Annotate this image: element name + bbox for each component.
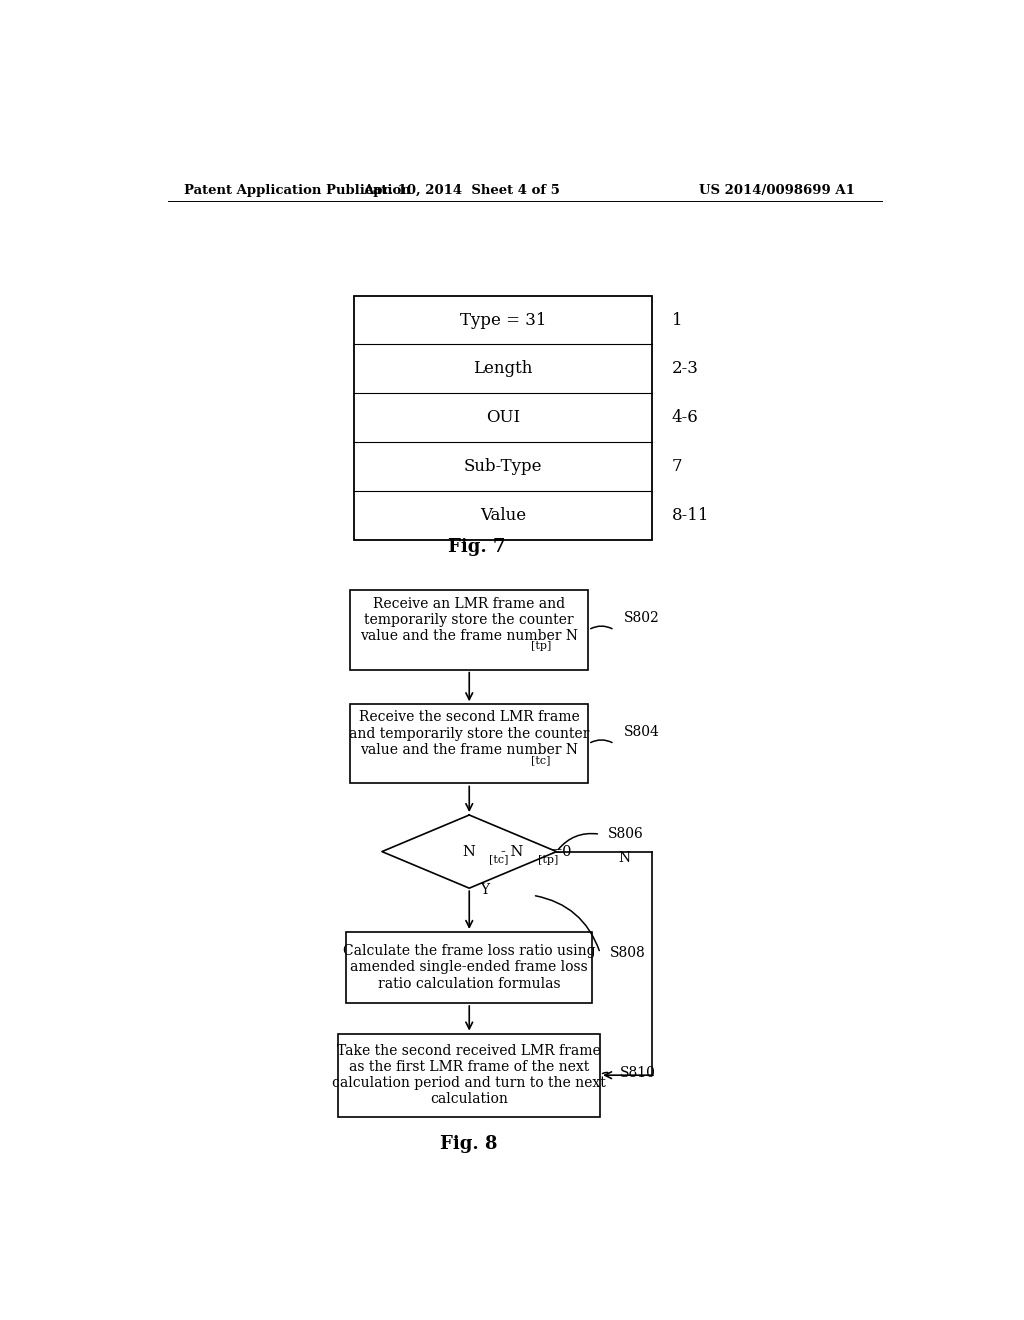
Text: S810: S810 bbox=[620, 1067, 656, 1080]
Text: - N: - N bbox=[501, 845, 523, 858]
Text: Y: Y bbox=[480, 883, 489, 898]
Text: N: N bbox=[463, 845, 476, 858]
FancyArrowPatch shape bbox=[536, 896, 599, 950]
Bar bbox=[350, 704, 588, 784]
FancyArrowPatch shape bbox=[558, 833, 597, 849]
Bar bbox=[350, 590, 588, 669]
Text: S804: S804 bbox=[624, 725, 659, 739]
Text: Calculate the frame loss ratio using
amended single-ended frame loss
ratio calcu: Calculate the frame loss ratio using ame… bbox=[343, 944, 596, 990]
Text: [tc]: [tc] bbox=[531, 755, 551, 766]
Text: S808: S808 bbox=[609, 946, 645, 960]
Text: S806: S806 bbox=[608, 828, 644, 841]
Text: Patent Application Publication: Patent Application Publication bbox=[183, 185, 411, 198]
Text: Apr. 10, 2014  Sheet 4 of 5: Apr. 10, 2014 Sheet 4 of 5 bbox=[362, 185, 560, 198]
Text: Sub-Type: Sub-Type bbox=[464, 458, 543, 475]
Text: 7: 7 bbox=[672, 458, 682, 475]
Text: [tp]: [tp] bbox=[531, 642, 552, 651]
Text: 1: 1 bbox=[672, 312, 682, 329]
Text: Fig. 8: Fig. 8 bbox=[440, 1135, 498, 1154]
Text: 4-6: 4-6 bbox=[672, 409, 698, 426]
Text: =0: =0 bbox=[550, 845, 571, 858]
Text: S802: S802 bbox=[624, 611, 659, 624]
Text: Take the second received LMR frame
as the first LMR frame of the next
calculatio: Take the second received LMR frame as th… bbox=[333, 1044, 606, 1106]
Bar bbox=[346, 932, 592, 1003]
Text: Type = 31: Type = 31 bbox=[460, 312, 546, 329]
FancyArrowPatch shape bbox=[591, 741, 612, 743]
Text: Length: Length bbox=[473, 360, 532, 378]
FancyArrowPatch shape bbox=[591, 626, 612, 628]
Text: [tp]: [tp] bbox=[539, 855, 559, 865]
Text: 8-11: 8-11 bbox=[672, 507, 709, 524]
Text: N: N bbox=[618, 850, 631, 865]
Text: Value: Value bbox=[480, 507, 526, 524]
Bar bbox=[354, 296, 652, 540]
Text: Fig. 7: Fig. 7 bbox=[449, 537, 506, 556]
Text: Receive an LMR frame and
temporarily store the counter
value and the frame numbe: Receive an LMR frame and temporarily sto… bbox=[360, 597, 579, 643]
Text: Receive the second LMR frame
and temporarily store the counter
value and the fra: Receive the second LMR frame and tempora… bbox=[349, 710, 590, 756]
Text: US 2014/0098699 A1: US 2014/0098699 A1 bbox=[699, 185, 855, 198]
Bar bbox=[338, 1034, 600, 1117]
Text: [tc]: [tc] bbox=[489, 855, 509, 865]
Text: OUI: OUI bbox=[486, 409, 520, 426]
Text: 2-3: 2-3 bbox=[672, 360, 698, 378]
